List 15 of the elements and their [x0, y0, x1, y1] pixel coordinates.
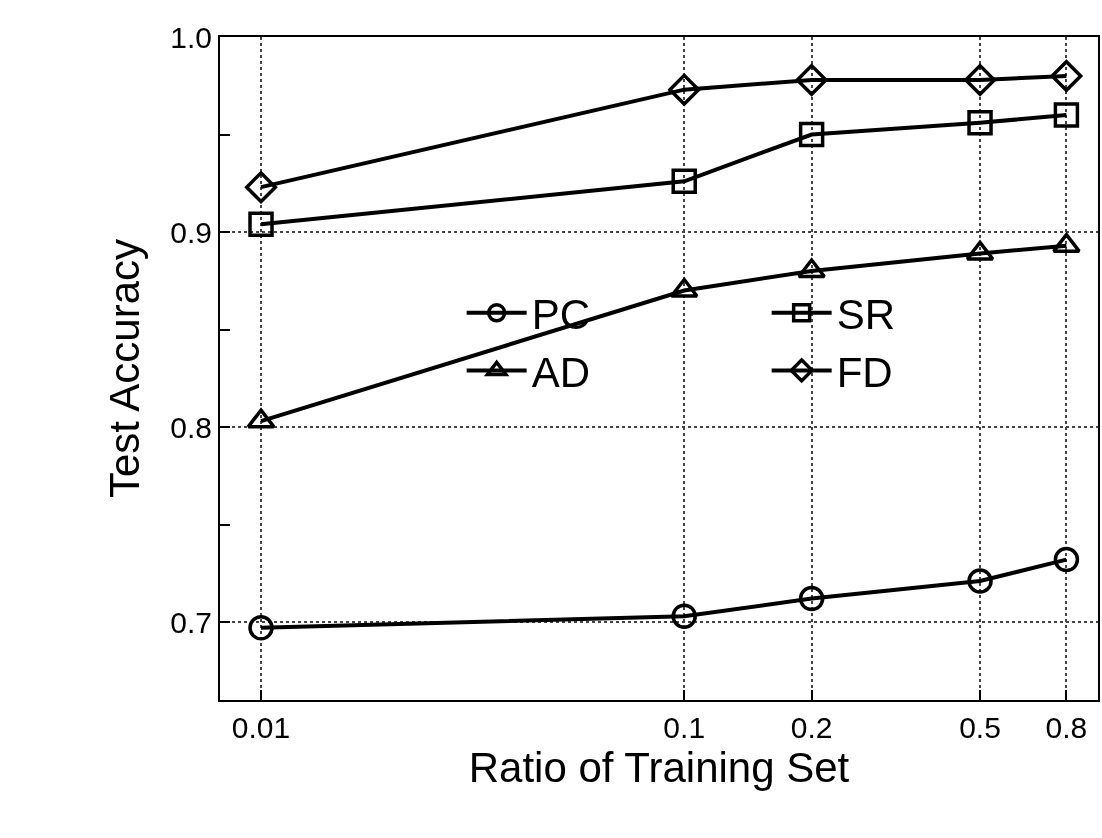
legend-label: FD [836, 348, 893, 396]
legend-label: SR [836, 291, 896, 339]
y-tick-label: 1.0 [170, 20, 212, 54]
y-tick-label: 0.8 [170, 410, 212, 444]
legend-label: AD [531, 348, 591, 396]
x-tick-label: 0.01 [231, 711, 291, 744]
y-tick-label: 0.7 [170, 605, 212, 639]
legend-label: PC [531, 291, 591, 339]
y-axis-title: Test Accuracy [100, 238, 148, 499]
x-tick-label: 0.5 [959, 711, 1001, 744]
x-tick-label: 0.2 [790, 711, 833, 744]
y-tick-label: 0.9 [170, 215, 212, 249]
x-tick-label: 0.8 [1045, 711, 1088, 744]
x-axis-title: Ratio of Training Set [468, 744, 850, 792]
x-tick-label: 0.1 [663, 711, 706, 744]
